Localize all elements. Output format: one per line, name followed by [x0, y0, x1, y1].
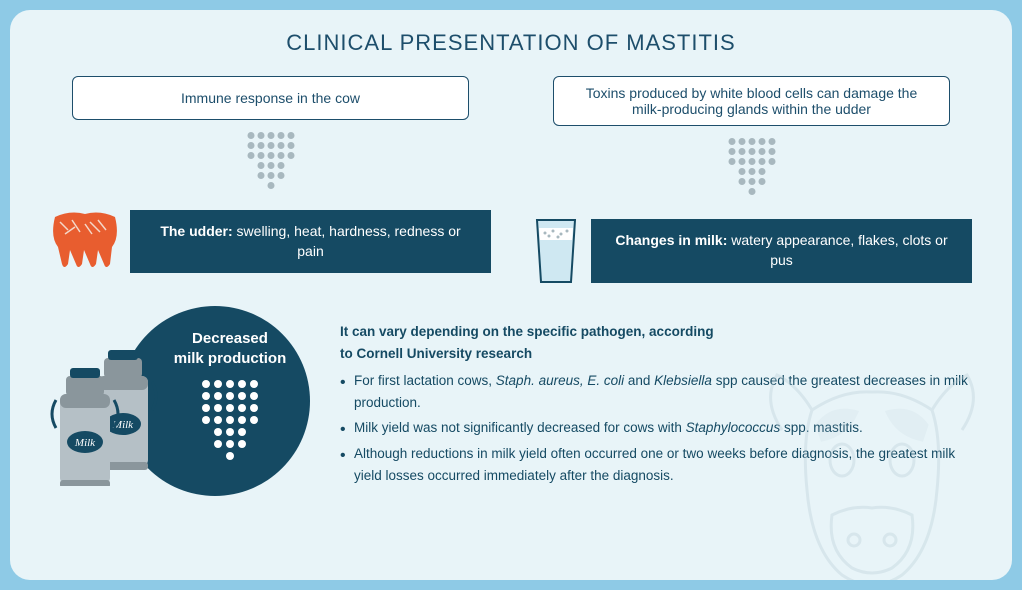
top-section: Immune response in the cow The udder: sw… [10, 56, 1012, 286]
left-symptom-box: The udder: swelling, heat, hardness, red… [130, 210, 491, 273]
dot-arrow-icon [241, 130, 301, 200]
cow-background-icon [742, 340, 1002, 580]
intro-line2: to Cornell University research [340, 346, 532, 361]
decreased-line2: milk production [174, 350, 287, 367]
left-symptom-row: The udder: swelling, heat, hardness, red… [50, 210, 491, 273]
udder-icon [50, 212, 120, 272]
decreased-line1: Decreased [192, 330, 268, 347]
right-symptom-box: Changes in milk: watery appearance, flak… [591, 219, 972, 282]
page-title: CLINICAL PRESENTATION OF MASTITIS [10, 10, 1012, 56]
right-symptom-text: watery appearance, flakes, clots or pus [727, 232, 947, 268]
dot-arrow-icon [722, 136, 782, 206]
svg-text:Milk: Milk [74, 437, 96, 449]
left-column: Immune response in the cow The udder: sw… [50, 76, 491, 286]
right-column: Toxins produced by white blood cells can… [531, 76, 972, 286]
left-symptom-label: The udder: [160, 223, 232, 239]
right-symptom-row: Changes in milk: watery appearance, flak… [531, 216, 972, 286]
milk-cans-icon: Milk Milk [50, 346, 160, 486]
milk-production-graphic: Decreased milk production Milk [50, 316, 310, 490]
decreased-text: Decreased milk production [174, 329, 287, 368]
milk-glass-icon [531, 216, 581, 286]
left-symptom-text: swelling, heat, hardness, redness or pai… [233, 223, 461, 259]
intro-line1: It can vary depending on the specific pa… [340, 324, 714, 339]
right-symptom-label: Changes in milk: [615, 232, 727, 248]
infographic-container: CLINICAL PRESENTATION OF MASTITIS Immune… [10, 10, 1012, 580]
left-cause-box: Immune response in the cow [72, 76, 469, 120]
white-dot-arrow-icon [195, 378, 265, 473]
right-cause-box: Toxins produced by white blood cells can… [553, 76, 950, 126]
